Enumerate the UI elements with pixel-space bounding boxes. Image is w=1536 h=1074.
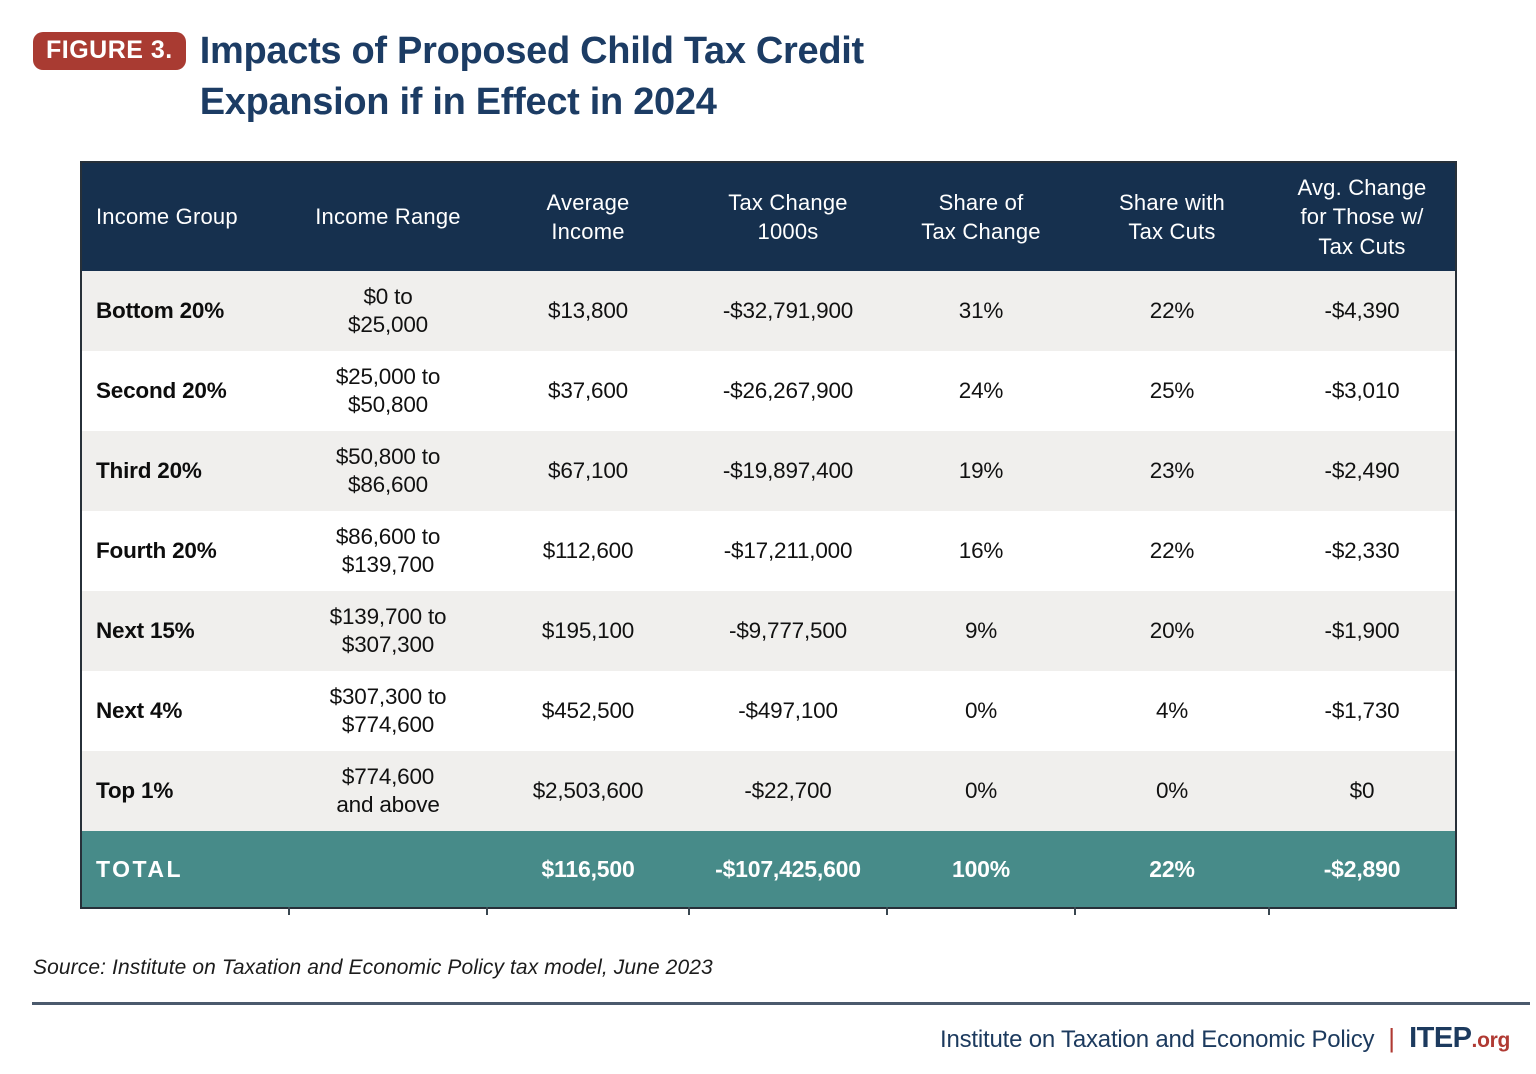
cell-average-income: $13,800 <box>548 297 628 323</box>
footer-pipe-separator: | <box>1388 1023 1396 1053</box>
col-header-share-with-tax-cuts: Share with Tax Cuts <box>1075 162 1269 271</box>
table-header-row: Income Group Income Range Average Income… <box>81 162 1456 271</box>
cell-share-of-tax-change: 0% <box>964 777 998 803</box>
table-row-top-1: Top 1% $774,600 and above $2,503,600 -$2… <box>81 751 1456 831</box>
col-header-income-range: Income Range <box>289 162 487 271</box>
cell-total-share-of-tax-change: 100% <box>887 831 1075 908</box>
cell-share-with-tax-cuts: 0% <box>1155 777 1189 803</box>
cell-tax-change: -$22,700 <box>744 777 832 803</box>
cell-avg-change: $0 <box>1349 777 1375 803</box>
cell-income-group: Top 1% <box>96 777 174 803</box>
col-header-share-of-tax-change: Share of Tax Change <box>887 162 1075 271</box>
cell-share-with-tax-cuts: 23% <box>1149 457 1195 483</box>
footer-brand-org-suffix: .org <box>1471 1029 1511 1052</box>
cell-total-label: TOTAL <box>81 831 289 908</box>
col-header-tax-change: Tax Change 1000s <box>689 162 887 271</box>
cell-total-average-income: $116,500 <box>487 831 689 908</box>
data-table: Income Group Income Range Average Income… <box>80 161 1457 909</box>
cell-avg-change: -$1,900 <box>1324 617 1400 643</box>
cell-tax-change: -$497,100 <box>738 697 838 723</box>
footer-divider-rule <box>32 1002 1530 1005</box>
cell-income-range: $50,800 to $86,600 <box>335 443 441 497</box>
cell-income-group: Second 20% <box>96 377 227 403</box>
cell-share-of-tax-change: 9% <box>964 617 998 643</box>
table-row-third-20: Third 20% $50,800 to $86,600 $67,100 -$1… <box>81 431 1456 511</box>
source-note: Source: Institute on Taxation and Econom… <box>33 956 713 979</box>
footer-org-name: Institute on Taxation and Economic Polic… <box>940 1026 1375 1053</box>
cell-average-income: $452,500 <box>541 697 635 723</box>
cell-avg-change: -$2,330 <box>1324 537 1400 563</box>
cell-tax-change: -$17,211,000 <box>723 537 853 563</box>
cell-total-avg-change: -$2,890 <box>1269 831 1456 908</box>
cell-tax-change: -$26,267,900 <box>722 377 854 403</box>
cell-income-group: Bottom 20% <box>96 297 225 323</box>
cell-share-with-tax-cuts: 22% <box>1149 537 1195 563</box>
figure-header: FIGURE 3. Impacts of Proposed Child Tax … <box>33 26 864 127</box>
footer-brand-itep: ITEP <box>1409 1022 1472 1054</box>
cell-income-range: $774,600 and above <box>336 763 440 817</box>
cell-avg-change: -$4,390 <box>1324 297 1400 323</box>
col-header-income-group: Income Group <box>81 162 289 271</box>
table-row-bottom-20: Bottom 20% $0 to $25,000 $13,800 -$32,79… <box>81 271 1456 351</box>
cell-share-with-tax-cuts: 20% <box>1149 617 1195 643</box>
cell-average-income: $112,600 <box>542 537 634 563</box>
cell-tax-change: -$19,897,400 <box>722 457 854 483</box>
table-row-second-20: Second 20% $25,000 to $50,800 $37,600 -$… <box>81 351 1456 431</box>
table-row-fourth-20: Fourth 20% $86,600 to $139,700 $112,600 … <box>81 511 1456 591</box>
cell-share-with-tax-cuts: 25% <box>1149 377 1195 403</box>
cell-tax-change: -$9,777,500 <box>729 617 847 643</box>
cell-income-range: $307,300 to $774,600 <box>329 683 447 737</box>
cell-average-income: $37,600 <box>548 377 628 403</box>
cell-income-group: Third 20% <box>96 457 202 483</box>
col-header-avg-change: Avg. Change for Those w/ Tax Cuts <box>1269 162 1456 271</box>
cell-income-range: $0 to $25,000 <box>348 283 428 337</box>
cell-avg-change: -$1,730 <box>1324 697 1400 723</box>
table-total-row: TOTAL $116,500 -$107,425,600 100% 22% -$… <box>81 831 1456 908</box>
cell-income-range: $139,700 to $307,300 <box>329 603 447 657</box>
table-row-next-15: Next 15% $139,700 to $307,300 $195,100 -… <box>81 591 1456 671</box>
cell-tax-change: -$32,791,900 <box>722 297 854 323</box>
cell-income-group: Next 4% <box>96 697 183 723</box>
cell-income-group: Next 15% <box>96 617 195 643</box>
cell-income-group: Fourth 20% <box>96 537 217 563</box>
cell-share-with-tax-cuts: 22% <box>1149 297 1195 323</box>
footer: Institute on Taxation and Economic Polic… <box>940 1022 1510 1055</box>
cell-share-of-tax-change: 19% <box>958 457 1004 483</box>
cell-income-range: $25,000 to $50,800 <box>335 363 441 417</box>
cell-share-with-tax-cuts: 4% <box>1155 697 1189 723</box>
cell-total-tax-change: -$107,425,600 <box>689 831 887 908</box>
col-header-average-income: Average Income <box>487 162 689 271</box>
cell-total-income-range <box>289 831 487 908</box>
cell-income-range: $86,600 to $139,700 <box>335 523 441 577</box>
table-bottom-column-ticks <box>80 907 1455 915</box>
cell-share-of-tax-change: 16% <box>958 537 1004 563</box>
figure-badge: FIGURE 3. <box>33 32 186 70</box>
figure-title: Impacts of Proposed Child Tax Credit Exp… <box>199 30 864 123</box>
cell-avg-change: -$2,490 <box>1324 457 1400 483</box>
footer-brand-logo: ITEP.org <box>1409 1022 1510 1055</box>
cell-avg-change: -$3,010 <box>1324 377 1400 403</box>
cell-average-income: $2,503,600 <box>532 777 644 803</box>
cell-share-of-tax-change: 24% <box>958 377 1004 403</box>
cell-average-income: $67,100 <box>548 457 628 483</box>
cell-total-share-with-tax-cuts: 22% <box>1075 831 1269 908</box>
cell-average-income: $195,100 <box>541 617 635 643</box>
table-row-next-4: Next 4% $307,300 to $774,600 $452,500 -$… <box>81 671 1456 751</box>
cell-share-of-tax-change: 0% <box>964 697 998 723</box>
cell-share-of-tax-change: 31% <box>958 297 1004 323</box>
